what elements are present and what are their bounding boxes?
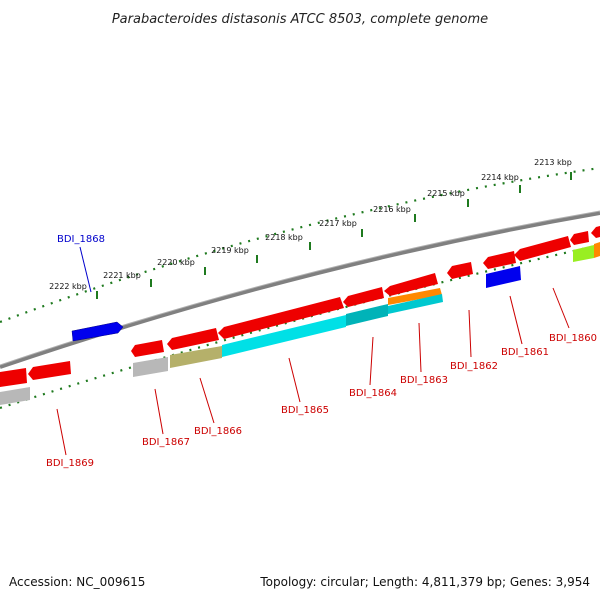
gene-label[interactable]: BDI_1863 — [400, 375, 448, 386]
scale-tick-label: 2214 kbp — [481, 173, 519, 182]
accession-text: Accession: NC_009615 — [9, 575, 145, 589]
gene-bdi-1868[interactable] — [71, 321, 124, 342]
scale-tick-label: 2221 kbp — [103, 271, 141, 280]
gene-gray-a[interactable] — [0, 387, 30, 405]
forward-genes — [71, 321, 124, 342]
gene-label[interactable]: BDI_1864 — [349, 388, 397, 399]
label-lines — [56, 246, 570, 456]
scale-tick-label: 2222 kbp — [49, 282, 87, 291]
gene-red-i[interactable] — [514, 236, 571, 261]
gene-bdi-1860[interactable] — [573, 245, 594, 262]
gene-red-g[interactable] — [447, 262, 473, 279]
scale-tick-label: 2219 kbp — [211, 246, 249, 255]
gene-red-k[interactable] — [591, 226, 600, 238]
gene-bdi-1867[interactable] — [133, 357, 168, 377]
gene-bdi-1866[interactable] — [170, 346, 222, 368]
gene-red-f[interactable] — [384, 273, 438, 296]
gene-label[interactable]: BDI_1866 — [194, 426, 242, 437]
genome-backbone — [0, 211, 600, 369]
scale-track — [0, 166, 600, 324]
map-title: Parabacteroides distasonis ATCC 8503, co… — [112, 12, 488, 27]
gene-bdi-1864[interactable] — [346, 304, 388, 326]
gene-bdi-1865[interactable] — [222, 315, 346, 357]
gene-red-d[interactable] — [167, 328, 219, 350]
gene-labels: BDI_1868 BDI_1860 BDI_1861 BDI_1862 BDI_… — [46, 234, 597, 469]
gene-red-e[interactable] — [343, 287, 384, 307]
scale-tick-label: 2213 kbp — [534, 158, 572, 167]
gene-label[interactable]: BDI_1869 — [46, 458, 94, 469]
scale-tick-label: 2215 kbp — [427, 189, 465, 198]
gene-label[interactable]: BDI_1862 — [450, 361, 498, 372]
gene-red-c[interactable] — [131, 340, 164, 357]
gene-red-j[interactable] — [570, 231, 589, 245]
gene-red-long[interactable] — [218, 297, 344, 339]
gene-bdi-1863[interactable] — [388, 294, 443, 314]
gene-orange-edge[interactable] — [594, 242, 600, 258]
gene-label[interactable]: BDI_1861 — [501, 347, 549, 358]
scale-ticks: 2213 kbp 2214 kbp 2215 kbp 2216 kbp 2217 kbp… — [49, 158, 572, 299]
scale-tick-label: 2216 kbp — [373, 205, 411, 214]
gene-label[interactable]: BDI_1860 — [549, 333, 597, 344]
genome-summary-text: Topology: circular; Length: 4,811,379 bp… — [259, 575, 590, 589]
gene-red-h[interactable] — [483, 251, 516, 269]
scale-tick-label: 2220 kbp — [157, 258, 195, 267]
gene-label[interactable]: BDI_1867 — [142, 437, 190, 448]
gene-bdi-1863-orange[interactable] — [388, 288, 442, 305]
gene-red-a[interactable] — [0, 368, 27, 387]
gene-bdi-1861[interactable] — [486, 266, 521, 288]
gene-label[interactable]: BDI_1868 — [57, 234, 105, 245]
scale-tick-label: 2218 kbp — [265, 233, 303, 242]
scale-tick-label: 2217 kbp — [319, 219, 357, 228]
gene-red-b[interactable] — [28, 361, 71, 380]
gene-label[interactable]: BDI_1865 — [281, 405, 329, 416]
reverse-genes — [0, 226, 600, 405]
